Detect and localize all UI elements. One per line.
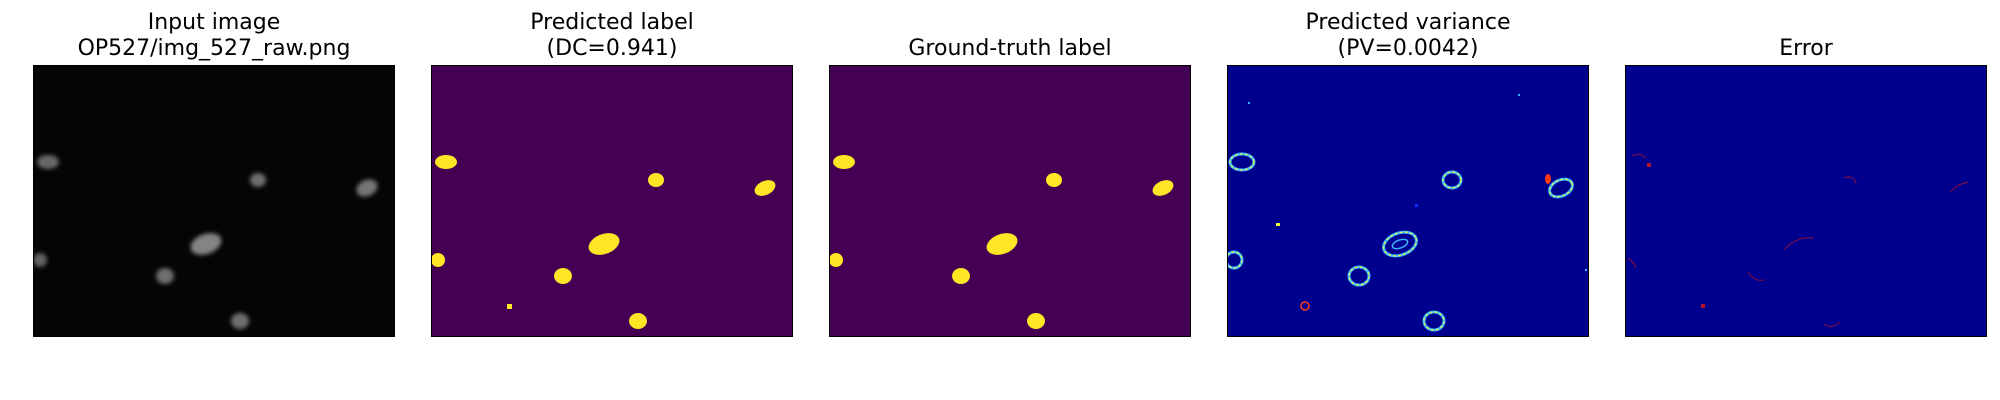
variance-speck: [1248, 102, 1250, 104]
panel-title-line-1: Predicted variance: [1305, 10, 1511, 35]
variance-ring: [1548, 177, 1574, 199]
variance-hotspot: [1545, 174, 1551, 184]
predicted-variance-image: [1228, 66, 1588, 336]
variance-speck: [1585, 269, 1587, 271]
predicted-object: [629, 313, 647, 329]
error-mark: [1631, 153, 1647, 159]
error-mark: [1701, 304, 1705, 308]
input-background: [34, 66, 394, 336]
ground-truth-object: [1152, 180, 1174, 196]
panel-title-line-1: Input image: [147, 10, 281, 35]
input-image-frame: [33, 65, 395, 337]
variance-ring: [1441, 170, 1463, 190]
panel-title: Ground-truth label: [789, 36, 1231, 62]
variance-speck: [1276, 223, 1280, 226]
panel-title: Predicted variance (PV=0.0042): [1187, 10, 1629, 62]
error-mark: [1843, 176, 1857, 185]
variance-background: [1228, 66, 1588, 336]
panel-predicted-label: Predicted label (DC=0.941): [431, 0, 793, 340]
nucleus: [231, 313, 249, 329]
label-background: [432, 66, 792, 336]
panel-ground-truth: Ground-truth label: [829, 0, 1191, 340]
input-image: [34, 66, 394, 336]
predicted-label-image: [432, 66, 792, 336]
panel-title-line-1: Ground-truth label: [908, 36, 1112, 61]
error-background: [1626, 66, 1986, 336]
predicted-object: [507, 304, 512, 309]
error-mark: [1949, 181, 1969, 193]
ground-truth-object: [986, 233, 1018, 255]
predicted-object: [435, 155, 457, 169]
variance-ring: [1347, 265, 1371, 287]
nucleus: [34, 253, 47, 267]
error-mark: [1647, 163, 1651, 167]
variance-ring: [1382, 230, 1418, 258]
nucleus: [356, 179, 378, 197]
predicted-variance-frame: [1227, 65, 1589, 337]
panel-input-image: Input image OP527/img_527_raw.png: [33, 0, 395, 340]
variance-speck: [1518, 94, 1520, 96]
panel-title: Error: [1585, 36, 2000, 62]
panel-error: Error: [1625, 0, 1987, 340]
error-image: [1626, 66, 1986, 336]
predicted-label-frame: [431, 65, 793, 337]
variance-speck: [1415, 204, 1418, 207]
panel-title-line-2: (DC=0.941): [546, 36, 678, 61]
label-background: [830, 66, 1190, 336]
ground-truth-object: [830, 253, 843, 267]
panel-title-line-1: Error: [1779, 36, 1833, 61]
variance-ring: [1422, 310, 1446, 332]
predicted-object: [648, 173, 664, 187]
panel-predicted-variance: Predicted variance (PV=0.0042): [1227, 0, 1589, 340]
error-mark: [1823, 321, 1841, 328]
panel-title: Predicted label (DC=0.941): [391, 10, 833, 62]
predicted-object: [554, 268, 572, 284]
panel-title-line-1: Predicted label: [530, 10, 694, 35]
predicted-object: [588, 233, 620, 255]
variance-ring: [1228, 250, 1244, 270]
error-mark: [1627, 257, 1637, 269]
ground-truth-object: [1027, 313, 1045, 329]
predicted-object: [754, 180, 776, 196]
error-mark: [1747, 271, 1765, 281]
variance-ring: [1228, 152, 1256, 172]
ground-truth-frame: [829, 65, 1191, 337]
nucleus: [190, 233, 222, 255]
ground-truth-object: [952, 268, 970, 284]
error-frame: [1625, 65, 1987, 337]
ground-truth-image: [830, 66, 1190, 336]
nucleus: [156, 268, 174, 284]
ground-truth-object: [1046, 173, 1062, 187]
nucleus: [37, 155, 59, 169]
error-mark: [1783, 237, 1815, 251]
variance-hotspot: [1300, 301, 1310, 311]
panel-title: Input image OP527/img_527_raw.png: [0, 10, 435, 62]
predicted-object: [432, 253, 445, 267]
ground-truth-object: [833, 155, 855, 169]
nucleus: [250, 173, 266, 187]
panel-title-line-2: OP527/img_527_raw.png: [77, 36, 351, 61]
panel-title-line-2: (PV=0.0042): [1337, 36, 1479, 61]
